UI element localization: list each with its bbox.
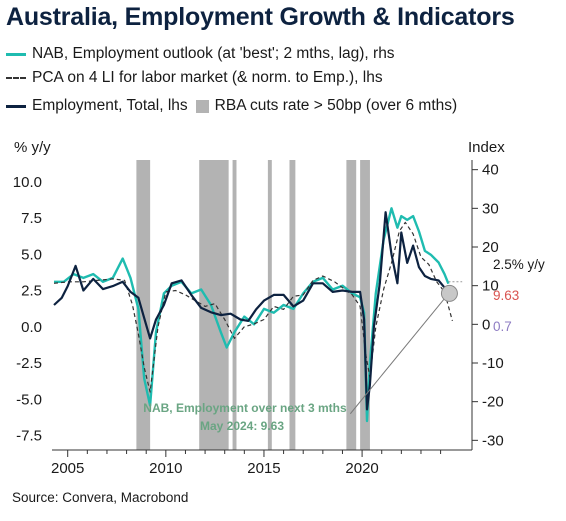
label-9-63: 9.63: [493, 288, 519, 303]
legend-item-emp: Employment, Total, lhs RBA cuts rate > 5…: [6, 94, 457, 118]
rba-cut-shade-3: [267, 160, 272, 450]
left-tick-label: 10.0: [13, 174, 42, 191]
left-tick-label: -5.0: [16, 391, 42, 408]
left-tick-label: 7.5: [21, 210, 42, 227]
left-tick-label: -7.5: [16, 428, 42, 445]
legend-swatch-emp: [6, 104, 26, 108]
series-line-employment: [53, 211, 450, 411]
left-tick-label: 5.0: [21, 246, 42, 263]
x-tick-label: 2005: [51, 460, 84, 477]
annotation-nab-value: May 2024: 9.63: [200, 419, 284, 433]
right-tick-label: 20: [482, 239, 499, 256]
legend-swatch-rba: [195, 99, 209, 113]
left-tick-label: 2.5: [21, 283, 42, 300]
annotation-marker: [440, 284, 458, 302]
legend-swatch-pca: [6, 77, 26, 79]
right-tick-label: -10: [482, 355, 504, 372]
left-tick-label: -2.5: [16, 355, 42, 372]
legend-label-rba: RBA cuts rate > 50bp (over 6 mths): [214, 97, 458, 114]
legend-swatch-nab: [6, 52, 26, 56]
series-line-pca: [53, 221, 453, 393]
right-tick-label: 40: [482, 162, 499, 179]
right-axis-label: Index: [468, 139, 505, 156]
label-2-5-yy: 2.5% y/y: [493, 257, 545, 272]
left-axis-label: % y/y: [14, 139, 51, 156]
legend-label-nab: NAB, Employment outlook (at 'best'; 2 mt…: [32, 45, 395, 62]
right-tick-label: 10: [482, 278, 499, 295]
right-tick-label: 0: [482, 316, 490, 333]
legend-item-pca: PCA on 4 LI for labor market (& norm. to…: [6, 66, 457, 90]
legend: NAB, Employment outlook (at 'best'; 2 mt…: [6, 42, 457, 118]
series-line-nab: [54, 207, 450, 423]
x-tick-label: 2015: [247, 460, 280, 477]
right-tick-label: -30: [482, 432, 504, 449]
annotation-nab-title: NAB, Employment over next 3 mths: [143, 401, 347, 415]
legend-item-nab: NAB, Employment outlook (at 'best'; 2 mt…: [6, 42, 457, 66]
legend-label-pca: PCA on 4 LI for labor market (& norm. to…: [32, 69, 383, 86]
x-tick-label: 2010: [149, 460, 182, 477]
chart-title: Australia, Employment Growth & Indicator…: [6, 3, 515, 31]
label-0-7: 0.7: [493, 319, 512, 334]
left-tick-label: 0.0: [21, 319, 42, 336]
rba-cut-shade-2: [232, 160, 237, 450]
rba-cut-shade-6: [360, 160, 370, 450]
source-note: Source: Convera, Macrobond: [12, 490, 189, 505]
right-tick-label: -20: [482, 394, 504, 411]
right-tick-label: 30: [482, 200, 499, 217]
rba-cut-shade-5: [346, 160, 357, 450]
annotation-leader-line: [349, 297, 446, 415]
rba-cut-shade-1: [199, 160, 229, 450]
legend-label-emp: Employment, Total, lhs: [32, 97, 188, 114]
x-tick-label: 2020: [345, 460, 378, 477]
